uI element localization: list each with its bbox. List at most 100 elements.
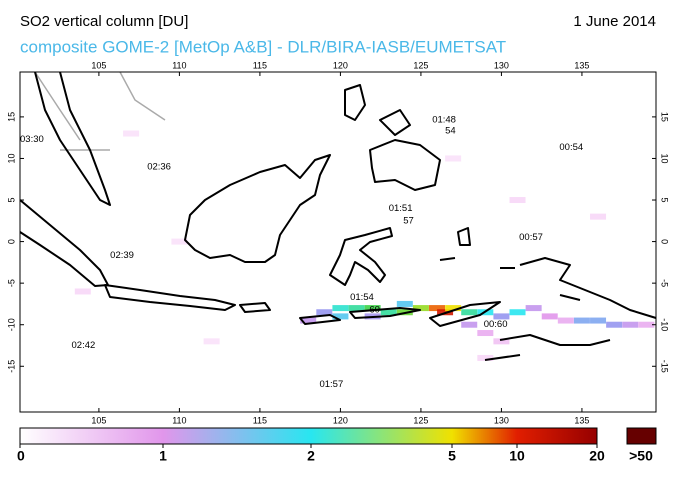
coast bbox=[329, 227, 393, 286]
border bbox=[34, 71, 166, 151]
lat-tick-label: 15 bbox=[660, 112, 670, 122]
colorbar-label: 0 bbox=[17, 448, 25, 464]
so2-cell bbox=[348, 305, 365, 312]
so2-cell bbox=[509, 309, 526, 316]
so2-cell bbox=[461, 309, 478, 316]
so2-cell bbox=[590, 213, 607, 220]
date: 1 June 2014 bbox=[573, 13, 656, 30]
colorbar-label: 1 bbox=[159, 448, 167, 464]
lon-tick-label: 120 bbox=[333, 60, 348, 70]
overpass-time: 02:42 bbox=[72, 340, 96, 351]
so2-cell bbox=[461, 321, 478, 328]
so2-cell bbox=[74, 288, 91, 295]
overpass-time: 00:57 bbox=[519, 232, 543, 243]
lat-tick-label: -15 bbox=[660, 360, 670, 373]
overpass-time: 01:51 bbox=[389, 203, 413, 214]
lat-tick-label: 10 bbox=[6, 153, 16, 163]
so2-cell bbox=[557, 317, 574, 324]
coast bbox=[34, 71, 111, 206]
lon-tick-label: 110 bbox=[172, 415, 186, 425]
colorbar-label: 5 bbox=[448, 448, 456, 464]
colorbar-overflow-label: >50 bbox=[629, 448, 653, 464]
so2-cell bbox=[332, 313, 349, 320]
overpass-time: 54 bbox=[445, 126, 456, 137]
so2-cell bbox=[493, 338, 510, 345]
lon-tick-label: 125 bbox=[413, 60, 428, 70]
subtitle: composite GOME-2 [MetOp A&B] - DLR/BIRA-… bbox=[20, 37, 506, 56]
overpass-time: 02:39 bbox=[110, 250, 134, 261]
so2-cell bbox=[606, 321, 623, 328]
coast bbox=[184, 154, 331, 263]
so2-cell bbox=[332, 305, 349, 312]
lon-tick-label: 130 bbox=[494, 60, 509, 70]
so2-cell bbox=[525, 305, 542, 312]
title: SO2 vertical column [DU] bbox=[20, 13, 188, 30]
lat-tick-label: -5 bbox=[660, 279, 670, 287]
lat-tick-label: 10 bbox=[660, 153, 670, 163]
overpass-time: 00:60 bbox=[484, 319, 508, 330]
map-frame bbox=[19, 71, 657, 413]
colorbar-label: 10 bbox=[509, 448, 525, 464]
so2-cell bbox=[541, 313, 558, 320]
lat-tick-label: -10 bbox=[660, 318, 670, 331]
so2-cell bbox=[493, 313, 510, 320]
lon-tick-label: 120 bbox=[333, 415, 348, 425]
coast bbox=[484, 334, 611, 361]
so2-cell bbox=[638, 321, 655, 328]
coast bbox=[344, 84, 441, 191]
overpass-time: 00:54 bbox=[559, 142, 583, 153]
colorbar-overflow bbox=[626, 427, 657, 445]
lon-tick-label: 105 bbox=[91, 415, 106, 425]
so2-cell bbox=[123, 130, 140, 137]
lat-tick-label: 15 bbox=[6, 112, 16, 122]
lat-tick-label: -5 bbox=[6, 279, 16, 287]
overpass-time: 03:30 bbox=[20, 134, 44, 145]
so2-cell bbox=[590, 317, 607, 324]
so2-cell bbox=[300, 317, 317, 324]
so2-cell bbox=[203, 338, 220, 345]
colorbar bbox=[19, 427, 598, 445]
so2-cell bbox=[429, 305, 446, 312]
so2-cell bbox=[477, 354, 494, 361]
lon-tick-label: 110 bbox=[172, 60, 186, 70]
coast bbox=[19, 199, 109, 287]
lat-tick-label: 0 bbox=[660, 239, 670, 244]
overpass-time: 01:48 bbox=[432, 115, 456, 126]
so2-cell bbox=[445, 155, 462, 162]
so2-cell bbox=[396, 300, 413, 307]
so2-cell bbox=[316, 309, 333, 316]
lon-tick-label: 115 bbox=[253, 415, 267, 425]
so2-cell bbox=[445, 305, 462, 312]
coast bbox=[439, 227, 515, 269]
so2-cell bbox=[477, 330, 494, 337]
so2-cell bbox=[364, 305, 381, 312]
so2-cell bbox=[412, 305, 429, 312]
so2-cell bbox=[509, 197, 526, 204]
coastlines bbox=[19, 71, 657, 361]
so2-cell bbox=[622, 321, 639, 328]
coast bbox=[239, 301, 501, 327]
lon-tick-label: 125 bbox=[413, 415, 428, 425]
colorbar-label: 20 bbox=[589, 448, 605, 464]
overpass-time: 57 bbox=[403, 215, 414, 226]
colorbar-label: 2 bbox=[307, 448, 315, 464]
lon-tick-label: 135 bbox=[574, 415, 589, 425]
overpass-time: 01:54 bbox=[350, 292, 374, 303]
coast bbox=[104, 284, 236, 311]
so2-cell bbox=[380, 309, 397, 316]
lat-tick-label: 0 bbox=[6, 239, 16, 244]
lon-tick-label: 135 bbox=[574, 60, 589, 70]
lat-tick-label: 5 bbox=[660, 198, 670, 203]
overpass-time: 01:57 bbox=[319, 379, 343, 390]
so2-cell bbox=[573, 317, 590, 324]
lat-tick-label: -15 bbox=[6, 360, 16, 373]
lon-tick-label: 130 bbox=[494, 415, 509, 425]
overpass-time: 60 bbox=[369, 304, 380, 315]
coast bbox=[519, 257, 657, 319]
lon-tick-label: 115 bbox=[253, 60, 267, 70]
overpass-time: 02:36 bbox=[147, 161, 171, 172]
lat-tick-label: 5 bbox=[6, 198, 16, 203]
lon-tick-label: 105 bbox=[91, 60, 106, 70]
lat-tick-label: -10 bbox=[6, 318, 16, 331]
